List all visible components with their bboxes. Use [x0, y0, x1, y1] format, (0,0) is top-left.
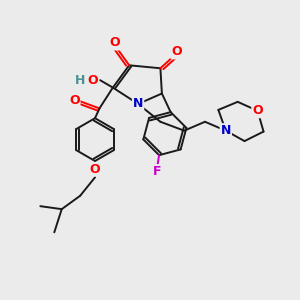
Text: O: O — [109, 37, 120, 50]
Text: O: O — [88, 74, 98, 87]
Text: N: N — [220, 124, 231, 137]
Text: F: F — [153, 165, 162, 178]
Text: O: O — [171, 45, 182, 58]
Text: N: N — [133, 98, 143, 110]
Text: H: H — [75, 74, 85, 87]
Text: O: O — [90, 163, 100, 176]
Text: O: O — [252, 104, 263, 117]
Text: O: O — [69, 94, 80, 107]
